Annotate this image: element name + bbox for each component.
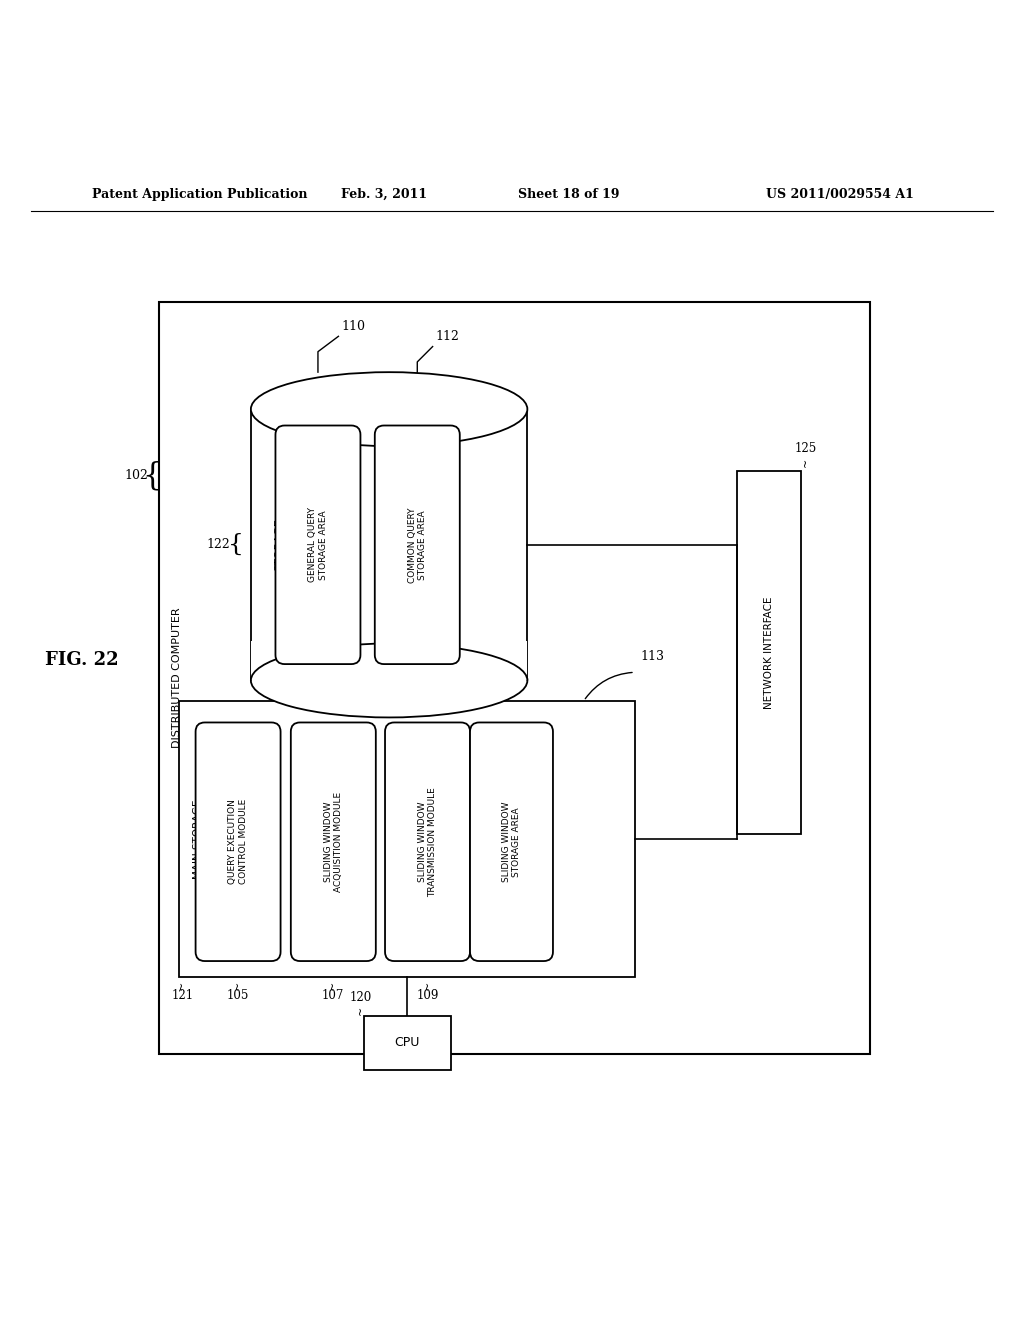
- Ellipse shape: [251, 644, 527, 718]
- Text: ~: ~: [355, 1006, 366, 1015]
- Text: STORAGE: STORAGE: [274, 519, 285, 572]
- Bar: [737, 470, 801, 834]
- Text: 125: 125: [795, 441, 817, 454]
- Text: 102: 102: [124, 469, 148, 482]
- Text: 109: 109: [417, 990, 438, 1002]
- Text: Sheet 18 of 19: Sheet 18 of 19: [517, 187, 620, 201]
- Text: ~: ~: [801, 458, 811, 467]
- Text: SLIDING WINDOW
TRANSMISSION MODULE: SLIDING WINDOW TRANSMISSION MODULE: [418, 787, 437, 896]
- FancyBboxPatch shape: [196, 722, 281, 961]
- Text: 105: 105: [227, 990, 249, 1002]
- FancyBboxPatch shape: [385, 722, 470, 961]
- Text: {: {: [142, 461, 161, 491]
- Text: MAIN STORAGE: MAIN STORAGE: [193, 800, 203, 879]
- Text: SLIDING WINDOW
STORAGE AREA: SLIDING WINDOW STORAGE AREA: [502, 801, 521, 882]
- Text: Patent Application Publication: Patent Application Publication: [92, 187, 307, 201]
- Text: QUERY EXECUTION
CONTROL MODULE: QUERY EXECUTION CONTROL MODULE: [228, 799, 248, 884]
- Text: CPU: CPU: [394, 1036, 420, 1049]
- Text: NETWORK INTERFACE: NETWORK INTERFACE: [764, 597, 774, 709]
- Text: Feb. 3, 2011: Feb. 3, 2011: [341, 187, 427, 201]
- Text: {: {: [227, 533, 244, 556]
- Bar: [251, 642, 527, 681]
- FancyBboxPatch shape: [291, 722, 376, 961]
- Text: GENERAL QUERY
STORAGE AREA: GENERAL QUERY STORAGE AREA: [308, 507, 328, 582]
- Text: 112: 112: [436, 330, 460, 343]
- Text: COMMON QUERY
STORAGE AREA: COMMON QUERY STORAGE AREA: [408, 507, 427, 582]
- Text: 110: 110: [342, 319, 366, 333]
- Text: 122: 122: [206, 539, 230, 552]
- Text: DISTRIBUTED COMPUTER: DISTRIBUTED COMPUTER: [172, 607, 182, 748]
- Text: ~: ~: [177, 981, 187, 990]
- Bar: [364, 1016, 451, 1069]
- Text: SLIDING WINDOW
ACQUISITION MODULE: SLIDING WINDOW ACQUISITION MODULE: [324, 792, 343, 892]
- Ellipse shape: [251, 372, 527, 446]
- Text: ~: ~: [423, 981, 432, 990]
- FancyBboxPatch shape: [470, 722, 553, 961]
- Text: 107: 107: [323, 990, 344, 1002]
- FancyBboxPatch shape: [375, 425, 460, 664]
- Text: ~: ~: [329, 981, 338, 990]
- Text: US 2011/0029554 A1: US 2011/0029554 A1: [766, 187, 913, 201]
- Text: 113: 113: [640, 651, 664, 664]
- Bar: [179, 701, 635, 977]
- Text: 120: 120: [349, 991, 372, 1005]
- Text: 121: 121: [171, 990, 194, 1002]
- Text: ~: ~: [233, 981, 243, 990]
- Bar: [159, 301, 870, 1055]
- FancyBboxPatch shape: [275, 425, 360, 664]
- Text: FIG. 22: FIG. 22: [45, 651, 119, 669]
